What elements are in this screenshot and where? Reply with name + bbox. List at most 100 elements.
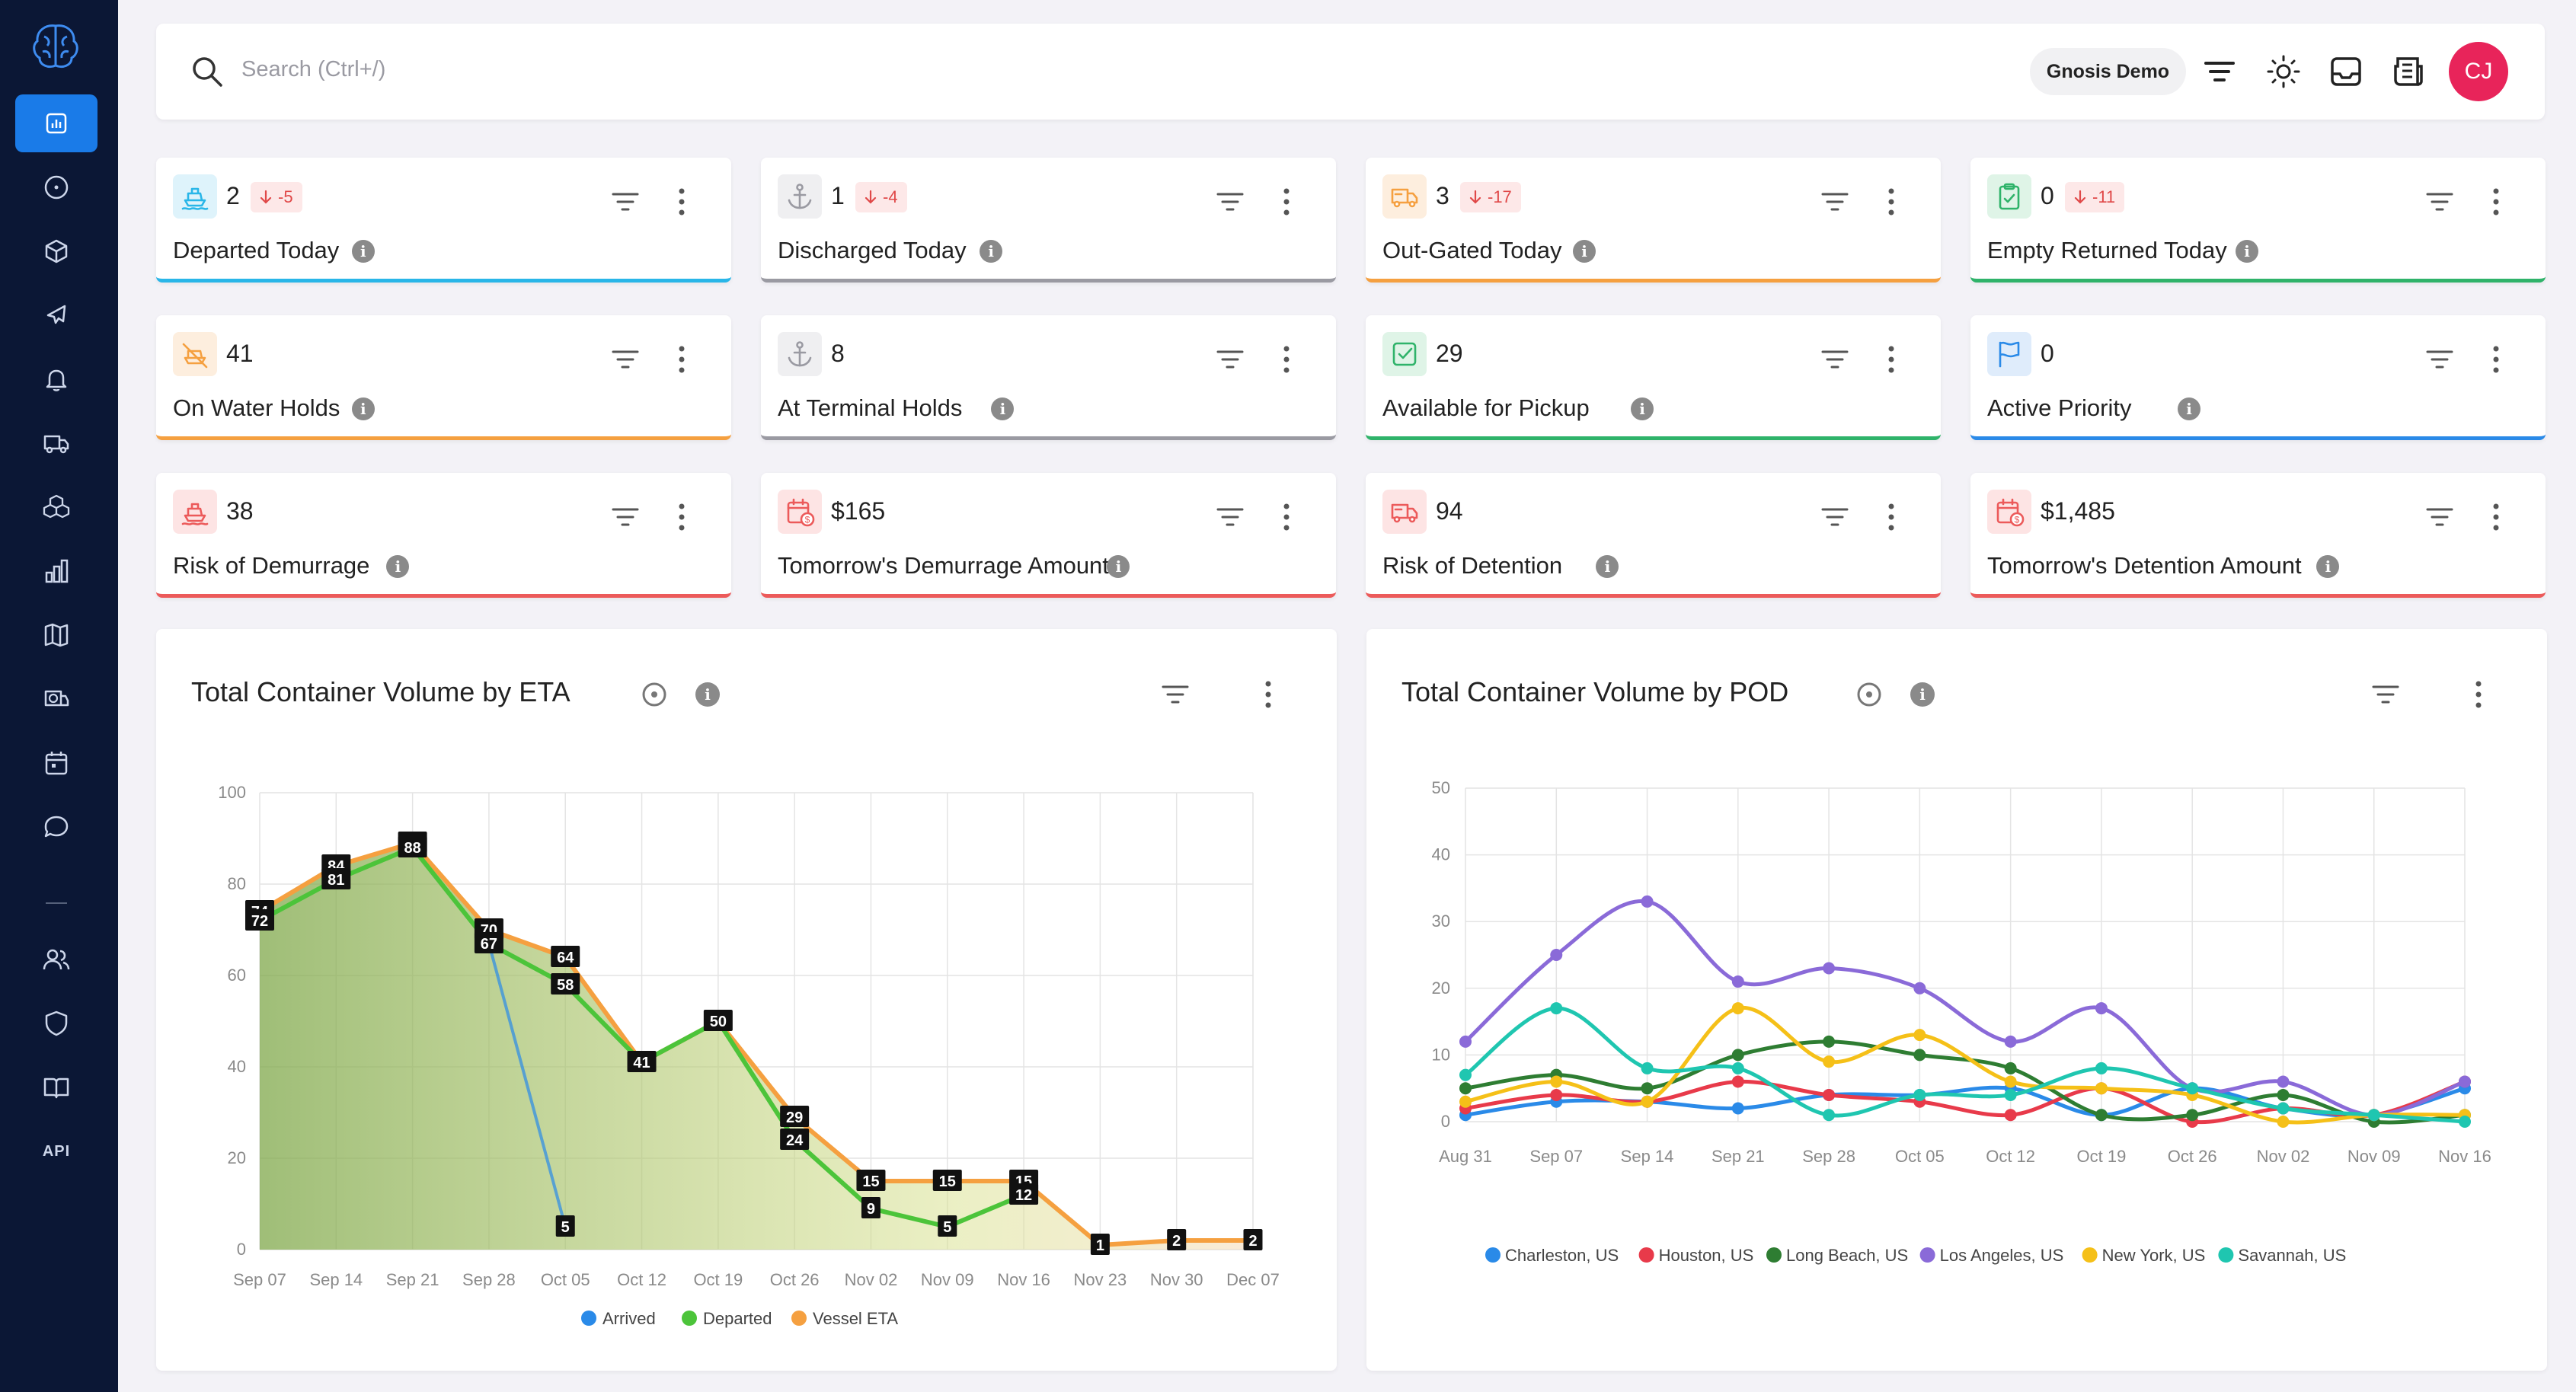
info-icon[interactable]: i [351,397,375,420]
more-vertical-icon[interactable] [1884,500,1899,534]
filter-icon[interactable] [1820,503,1850,531]
info-icon[interactable]: i [1107,555,1130,578]
vessel-eta-area [260,843,1253,1250]
x-tick-label: Nov 16 [2438,1147,2491,1166]
more-vertical-icon[interactable] [1279,343,1294,376]
kpi-card-riskdem[interactable]: 38 Risk of Demurrage i [156,473,731,598]
info-icon[interactable]: i [1596,555,1619,578]
y-tick-label: 40 [228,1057,246,1076]
kpi-card-detamt[interactable]: $ $1,485 Tomorrow's Detention Amount i [1970,473,2546,598]
data-label: 1 [1090,1234,1110,1255]
filter-icon[interactable] [2424,346,2455,373]
kpi-card-priority[interactable]: 0 Active Priority i [1970,315,2546,440]
info-icon[interactable]: i [351,240,375,263]
info-icon[interactable]: i [2178,397,2200,420]
info-icon[interactable]: i [2236,240,2258,263]
sidebar-item-bell[interactable] [15,350,97,408]
sidebar-item-map[interactable] [15,606,97,664]
legend-item[interactable]: Savannah, US [2218,1246,2346,1265]
legend-item[interactable]: Charleston, US [1485,1246,1619,1265]
filter-icon[interactable] [2202,54,2237,89]
kpi-label: Tomorrow's Demurrage Amount [778,552,1109,579]
kpi-card-riskdet[interactable]: 94 Risk of Detention i [1366,473,1941,598]
filter-icon[interactable] [610,503,641,531]
check-square-icon [1392,342,1417,366]
info-icon[interactable]: i [1631,397,1654,420]
more-vertical-icon[interactable] [1279,185,1294,219]
filter-icon[interactable] [2424,503,2455,531]
filter-icon[interactable] [1215,188,1245,216]
info-icon[interactable]: i [386,555,410,578]
filter-icon[interactable] [610,346,641,373]
info-icon[interactable]: i [991,397,1015,420]
legend-item[interactable]: Long Beach, US [1766,1246,1908,1265]
sun-icon[interactable] [2266,54,2301,89]
more-vertical-icon[interactable] [1265,681,1271,708]
filter-icon[interactable] [1162,685,1189,704]
legend-item[interactable]: Houston, US [1638,1246,1754,1265]
sidebar-item-bar-chart[interactable] [15,542,97,600]
kpi-card-pickup[interactable]: 29 Available for Pickup i [1366,315,1941,440]
filter-icon[interactable] [1215,346,1245,373]
sidebar-item-chat[interactable] [15,798,97,856]
sidebar-item-truck[interactable] [15,414,97,472]
brain-logo-icon[interactable] [29,20,82,73]
kpi-card-demamt[interactable]: $ $165 Tomorrow's Demurrage Amount i [761,473,1336,598]
kpi-card-onwater[interactable]: 41 On Water Holds i [156,315,731,440]
sidebar-item-plane[interactable] [15,286,97,344]
x-tick-label: Sep 21 [1711,1147,1765,1166]
data-label: 2 [1167,1229,1187,1250]
legend-item[interactable]: Arrived [581,1309,656,1328]
more-vertical-icon[interactable] [674,343,689,376]
sidebar-item-delivery-truck[interactable] [15,670,97,728]
filter-icon[interactable] [1820,346,1850,373]
info-icon[interactable]: i [980,240,1003,263]
legend-item[interactable]: New York, US [2082,1246,2206,1265]
more-vertical-icon[interactable] [2488,185,2504,219]
more-vertical-icon[interactable] [674,500,689,534]
more-vertical-icon[interactable] [2475,681,2482,708]
kpi-card-empty[interactable]: 0 -11 Empty Returned Today i [1970,158,2546,283]
kpi-card-discharged[interactable]: 1 -4 Discharged Today i [761,158,1336,283]
kpi-value: 3 [1436,182,1449,209]
legend-item[interactable]: Vessel ETA [791,1309,898,1328]
legend-item[interactable]: Departed [682,1309,772,1328]
info-icon[interactable]: i [2316,555,2340,578]
news-icon[interactable] [2391,54,2426,89]
kpi-card-terminal[interactable]: 8 At Terminal Holds i [761,315,1336,440]
target-icon[interactable] [1857,682,1881,707]
more-vertical-icon[interactable] [674,185,689,219]
kpi-label: Risk of Detention [1382,552,1563,579]
more-vertical-icon[interactable] [1884,343,1899,376]
info-icon[interactable]: i [1910,682,1935,707]
info-icon[interactable]: i [695,682,720,707]
org-chip[interactable]: Gnosis Demo [2030,48,2186,95]
more-vertical-icon[interactable] [1279,500,1294,534]
sidebar-item-dashboard[interactable] [15,94,97,152]
inbox-icon[interactable] [2328,54,2363,89]
sidebar-item-circle-dot[interactable] [15,158,97,216]
filter-icon[interactable] [2424,188,2455,216]
search-icon[interactable] [188,53,226,91]
sidebar-item-boxes[interactable] [15,478,97,536]
more-vertical-icon[interactable] [2488,500,2504,534]
sidebar-item-book[interactable] [15,1058,97,1116]
kpi-card-departed[interactable]: 2 -5 Departed Today i [156,158,731,283]
sidebar-item-calendar[interactable] [15,734,97,792]
filter-icon[interactable] [610,188,641,216]
filter-icon[interactable] [2372,685,2399,704]
kpi-card-outgated[interactable]: 3 -17 Out-Gated Today i [1366,158,1941,283]
info-icon[interactable]: i [1573,240,1596,263]
legend-item[interactable]: Los Angeles, US [1919,1246,2064,1265]
search-input[interactable]: Search (Ctrl+/) [241,57,386,81]
sidebar-item-cube[interactable] [15,222,97,280]
filter-icon[interactable] [1820,188,1850,216]
sidebar-item-shield[interactable] [15,995,97,1052]
more-vertical-icon[interactable] [2488,343,2504,376]
filter-icon[interactable] [1215,503,1245,531]
avatar[interactable]: CJ [2449,42,2508,101]
sidebar-item-users[interactable] [15,931,97,988]
sidebar-item-api[interactable]: API [15,1122,97,1180]
target-icon[interactable] [642,682,666,707]
more-vertical-icon[interactable] [1884,185,1899,219]
